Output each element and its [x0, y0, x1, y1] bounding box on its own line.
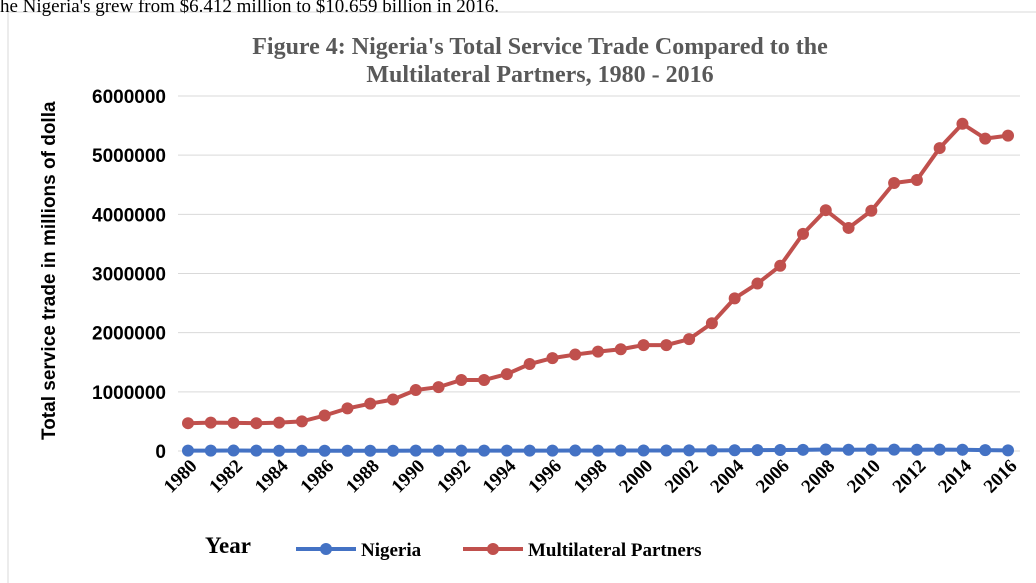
- data-point: [728, 444, 741, 457]
- data-point: [500, 444, 513, 457]
- data-point: [250, 417, 263, 430]
- y-tick-label: 1000000: [92, 383, 166, 404]
- data-point: [910, 174, 923, 187]
- data-point: [592, 444, 604, 457]
- y-tick-label: 0: [155, 442, 166, 463]
- data-point: [341, 444, 354, 457]
- data-point: [182, 444, 194, 457]
- y-axis-label: Total service trade in millions of dolla: [39, 101, 60, 440]
- data-point: [478, 374, 491, 386]
- y-tick-label: 3000000: [92, 265, 166, 286]
- legend-label: Nigeria: [361, 540, 422, 561]
- data-point: [614, 343, 627, 356]
- chart-frame: [7, 11, 1036, 583]
- data-point: [341, 402, 354, 415]
- data-point: [933, 443, 946, 456]
- data-point: [1002, 129, 1014, 142]
- data-point: [683, 444, 696, 457]
- data-point: [455, 444, 468, 457]
- legend-marker: [320, 543, 332, 555]
- data-point: [318, 444, 331, 457]
- chart-title: Multilateral Partners, 1980 - 2016: [366, 62, 713, 88]
- data-point: [409, 444, 422, 457]
- data-point: [819, 443, 832, 456]
- data-point: [842, 443, 855, 456]
- data-point: [387, 444, 399, 457]
- data-point: [660, 444, 673, 457]
- data-point: [797, 227, 809, 240]
- data-point: [865, 443, 878, 456]
- data-point: [409, 384, 422, 397]
- data-point: [569, 348, 582, 361]
- data-point: [295, 415, 308, 428]
- data-point: [546, 444, 559, 457]
- data-point: [273, 416, 286, 429]
- data-point: [751, 444, 764, 457]
- data-point: [295, 444, 308, 457]
- data-point: [933, 142, 946, 155]
- data-point: [865, 204, 878, 217]
- y-tick-label: 4000000: [92, 205, 166, 226]
- data-point: [979, 444, 992, 457]
- chart-title: Figure 4: Nigeria's Total Service Trade …: [252, 34, 828, 60]
- data-point: [774, 444, 787, 457]
- data-point: [819, 204, 832, 217]
- data-point: [478, 444, 491, 457]
- data-point: [956, 443, 969, 456]
- data-point: [751, 277, 764, 290]
- y-tick-label: 2000000: [92, 324, 166, 345]
- data-point: [592, 345, 604, 358]
- data-point: [204, 416, 217, 429]
- data-point: [523, 358, 536, 371]
- data-point: [250, 444, 263, 457]
- data-point: [546, 352, 559, 365]
- data-point: [888, 176, 901, 189]
- data-point: [364, 397, 377, 410]
- data-point: [318, 409, 331, 422]
- data-point: [979, 132, 992, 145]
- data-point: [888, 443, 901, 456]
- data-point: [569, 444, 582, 457]
- data-point: [364, 444, 377, 457]
- data-point: [432, 444, 445, 457]
- data-point: [797, 443, 809, 456]
- data-point: [956, 117, 969, 130]
- y-tick-label: 6000000: [92, 87, 166, 108]
- data-point: [910, 443, 923, 456]
- data-point: [1002, 444, 1014, 457]
- y-tick-label: 5000000: [92, 146, 166, 167]
- data-point: [204, 444, 217, 457]
- data-point: [842, 221, 855, 234]
- data-point: [273, 444, 286, 457]
- x-axis-label: Year: [205, 533, 251, 558]
- data-point: [683, 333, 696, 346]
- data-point: [637, 444, 650, 457]
- data-point: [455, 374, 468, 386]
- data-point: [728, 292, 741, 305]
- data-point: [637, 339, 650, 352]
- data-point: [774, 259, 787, 272]
- data-point: [660, 339, 673, 352]
- data-point: [500, 368, 513, 381]
- data-point: [227, 416, 240, 429]
- data-point: [432, 381, 445, 394]
- data-point: [182, 417, 194, 430]
- data-point: [614, 444, 627, 457]
- data-point: [705, 444, 718, 457]
- data-point: [227, 444, 240, 457]
- data-point: [523, 444, 536, 457]
- legend-marker: [487, 543, 499, 555]
- data-point: [705, 317, 718, 330]
- page-text: he Nigeria's grew from $6.412 million to…: [0, 0, 499, 17]
- legend-label: Multilateral Partners: [528, 540, 702, 561]
- data-point: [387, 393, 399, 406]
